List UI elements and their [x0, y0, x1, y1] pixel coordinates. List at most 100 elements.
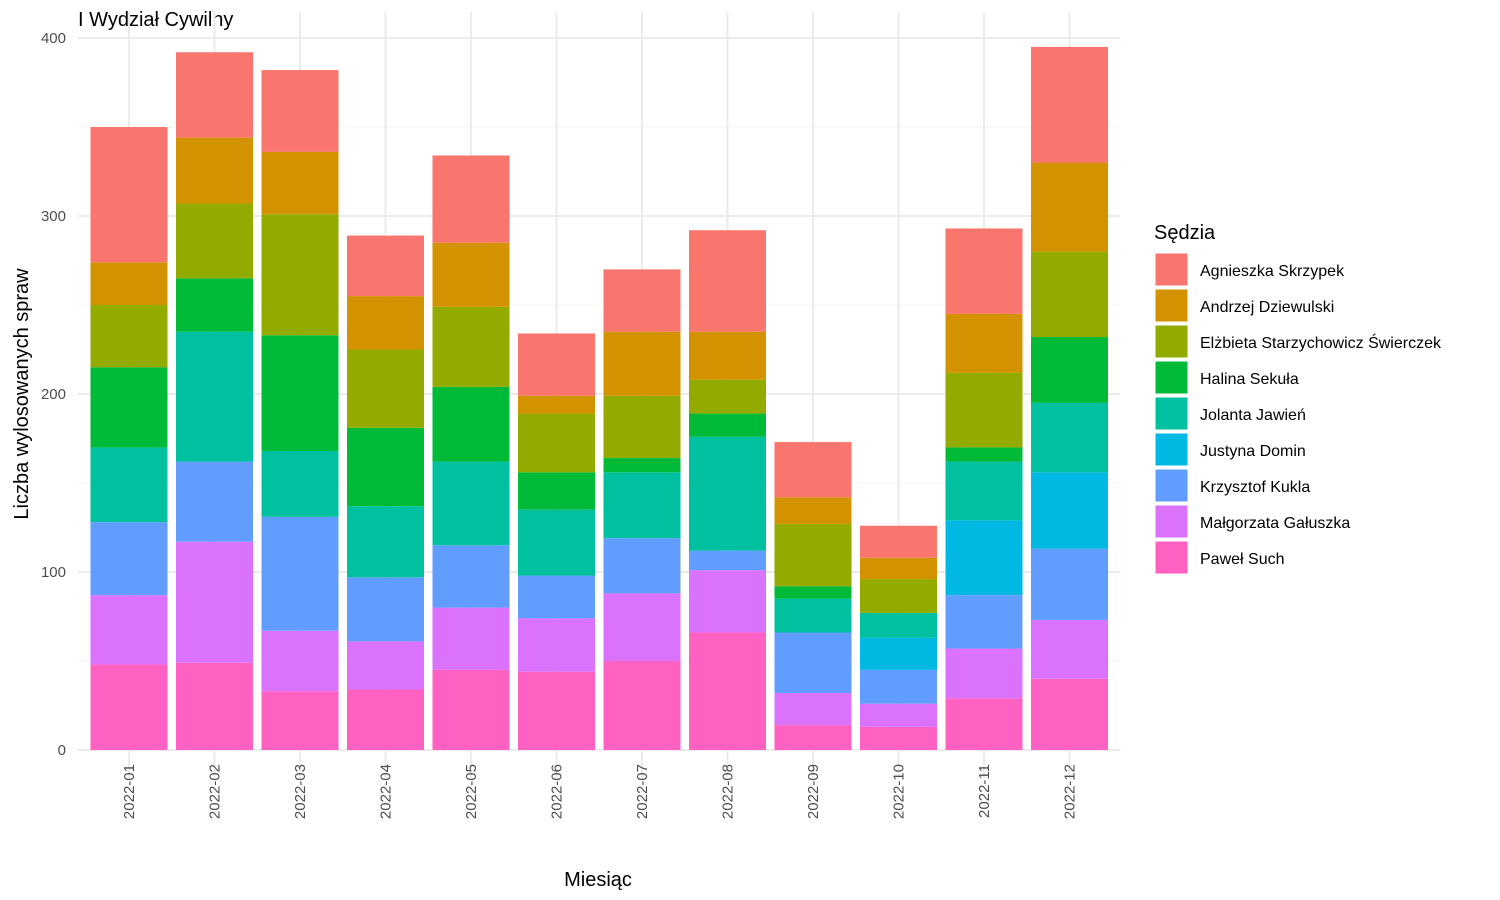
legend-label: Małgorzata Gałuszka — [1200, 515, 1350, 532]
bar-segment — [518, 333, 595, 396]
x-tick-label: 2022-02 — [207, 764, 224, 819]
bar-segment — [603, 331, 681, 396]
legend-swatch — [1154, 288, 1189, 323]
x-tick-label: 2022-09 — [805, 764, 822, 819]
bar-segment — [689, 436, 766, 551]
bar-segment — [347, 296, 424, 350]
bar-segment — [945, 313, 1023, 373]
bar-segment — [689, 632, 766, 750]
bar-segment — [945, 648, 1023, 699]
bar-segment — [90, 262, 168, 305]
bar-segment — [261, 151, 339, 215]
bar-segment — [603, 269, 681, 332]
bar-segment — [518, 671, 595, 750]
bar-segment — [347, 641, 424, 690]
bars — [90, 46, 1108, 750]
bar-segment — [774, 598, 852, 633]
bar-segment — [432, 242, 510, 307]
bar-segment — [860, 525, 937, 558]
bar-segment — [689, 550, 766, 571]
bar-segment — [261, 691, 339, 750]
bar-segment — [90, 367, 168, 448]
bar-segment — [90, 664, 168, 750]
bar-segment — [945, 461, 1023, 521]
legend-swatch — [1154, 360, 1189, 395]
bar-segment — [1031, 46, 1108, 163]
bar-segment — [432, 607, 510, 670]
bar-segment — [518, 575, 595, 619]
bar-segment — [261, 450, 339, 517]
y-axis-title: Liczba wylosowanych spraw — [11, 268, 33, 520]
bar-segment — [689, 570, 766, 633]
legend-title: Sędzia — [1154, 222, 1216, 244]
bar-segment — [518, 509, 595, 576]
bar-segment — [860, 557, 937, 580]
x-tick-label: 2022-04 — [378, 764, 395, 819]
x-axis-title: Miesiąc — [564, 869, 632, 891]
y-tick-label: 0 — [58, 742, 66, 759]
bar-segment — [432, 545, 510, 608]
bar-segment — [1031, 678, 1108, 750]
bar-segment — [1031, 472, 1108, 549]
bar-segment — [774, 442, 852, 498]
legend-swatch — [1154, 432, 1189, 467]
bar-segment — [518, 413, 595, 473]
legend-label: Agnieszka Skrzypek — [1200, 263, 1345, 280]
bar-segment — [1031, 162, 1108, 252]
bar-segment — [945, 595, 1023, 649]
bar-segment — [774, 632, 852, 694]
legend: Sędzia Agnieszka Skrzypek Andrzej Dziewul… — [1154, 222, 1442, 575]
legend-swatch — [1154, 396, 1189, 431]
bar-segment — [90, 522, 168, 596]
bar-segment — [1031, 548, 1108, 621]
bar-segment — [860, 726, 937, 750]
bar-segment — [347, 506, 424, 578]
bar-segment — [945, 698, 1023, 750]
x-tick-label: 2022-11 — [976, 764, 993, 818]
bar-segment — [90, 447, 168, 523]
bar-segment — [774, 693, 852, 726]
bar-segment — [518, 618, 595, 672]
bar-segment — [176, 331, 253, 462]
bar-segment — [774, 497, 852, 524]
bar-segment — [261, 630, 339, 692]
bar-segment — [689, 379, 766, 414]
bar-segment — [176, 137, 253, 204]
bar-segment — [945, 372, 1023, 448]
bar-segment — [432, 669, 510, 750]
legend-label: Paweł Such — [1200, 551, 1285, 568]
legend-label: Elżbieta Starzychowicz Świerczek — [1200, 333, 1442, 352]
bar-segment — [176, 662, 253, 750]
legend-swatch — [1154, 324, 1189, 359]
legend-swatch — [1154, 504, 1189, 539]
bar-segment — [860, 612, 937, 638]
bar-segment — [689, 230, 766, 332]
bar-segment — [261, 516, 339, 631]
bar-segment — [90, 127, 168, 263]
bar-segment — [945, 228, 1023, 314]
x-axis-ticks: 2022-01 2022-02 2022-03 2022-04 2022-05 2022-… — [121, 764, 1079, 819]
bar-segment — [347, 427, 424, 507]
legend-label: Andrzej Dziewulski — [1200, 299, 1334, 316]
legend-label: Halina Sekuła — [1200, 371, 1299, 388]
bar-segment — [603, 661, 681, 750]
bar-segment — [774, 725, 852, 750]
x-tick-label: 2022-12 — [1062, 764, 1079, 819]
x-tick-label: 2022-01 — [121, 764, 138, 819]
x-tick-label: 2022-10 — [891, 764, 908, 819]
x-tick-label: 2022-05 — [463, 764, 480, 819]
bar-segment — [432, 386, 510, 462]
bar-segment — [774, 586, 852, 599]
legend-swatch — [1154, 540, 1189, 575]
bar-segment — [176, 461, 253, 542]
legend-label: Justyna Domin — [1200, 443, 1306, 460]
bar-segment — [261, 214, 339, 336]
bar-segment — [176, 541, 253, 663]
bar-segment — [774, 523, 852, 587]
y-tick-label: 100 — [41, 564, 66, 581]
bar-segment — [176, 203, 253, 279]
chart-title: I Wydział Cywilny — [78, 9, 233, 31]
bar-segment — [176, 52, 253, 138]
y-axis-ticks: 0 100 200 300 400 — [41, 30, 66, 759]
bar-segment — [1031, 337, 1108, 403]
